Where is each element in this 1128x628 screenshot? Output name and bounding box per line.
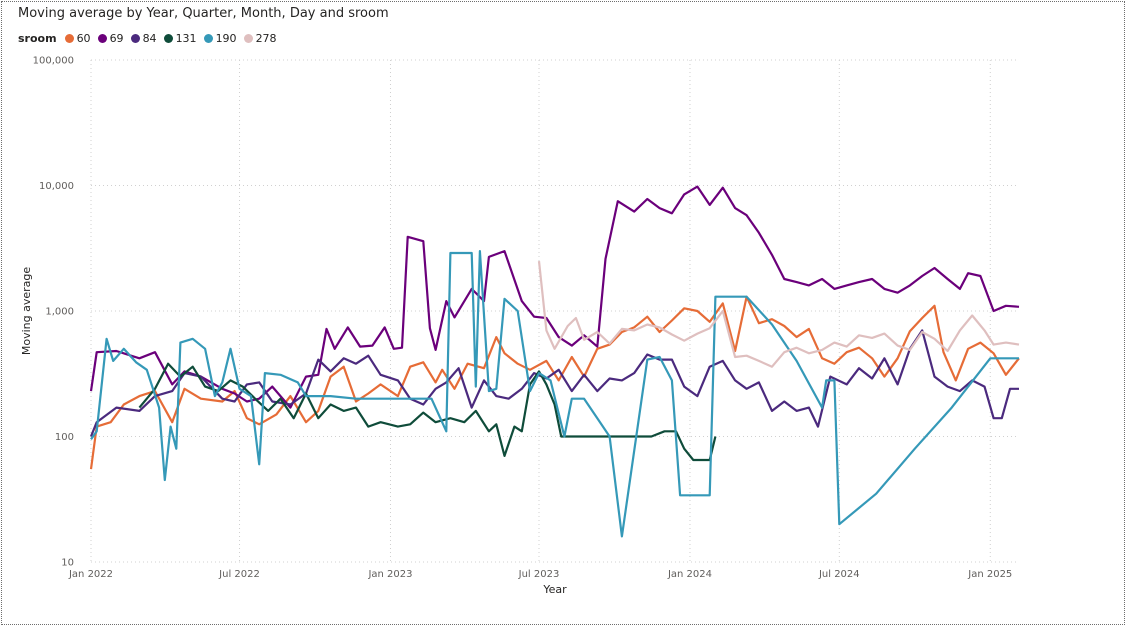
x-tick-label: Jan 2023 xyxy=(367,569,412,580)
legend-item-278[interactable]: 278 xyxy=(243,32,277,45)
series-line-84[interactable] xyxy=(89,329,1019,437)
legend-item-190[interactable]: 190 xyxy=(203,32,237,45)
legend-title: sroom xyxy=(18,32,57,45)
legend-marker-icon xyxy=(203,34,213,43)
series-line-69[interactable] xyxy=(89,185,1020,409)
x-tick-label: Jul 2023 xyxy=(518,569,560,580)
y-tick-label: 1,000 xyxy=(45,307,74,318)
y-tick-label: 10,000 xyxy=(39,181,74,192)
legend-item-69[interactable]: 69 xyxy=(97,32,124,45)
legend-marker-icon xyxy=(97,34,107,43)
x-axis-title: Year xyxy=(542,583,567,596)
chart-title: Moving average by Year, Quarter, Month, … xyxy=(18,6,389,21)
x-axis-ticks: Jan 2022 Jul 2022 Jan 2023 Jul 2023 Jan 2024… xyxy=(68,569,1012,580)
legend-item-84[interactable]: 84 xyxy=(130,32,157,45)
legend-label: 190 xyxy=(215,32,237,45)
legend-label: 131 xyxy=(175,32,197,45)
y-axis-ticks: 10 100 1,000 10,000 100,000 xyxy=(33,56,74,569)
legend-items: 60 69 84 131 190 278 xyxy=(64,32,284,45)
x-tick-label: Jan 2025 xyxy=(967,569,1012,580)
x-tick-label: Jul 2024 xyxy=(818,569,860,580)
y-axis-title: Moving average xyxy=(20,267,33,356)
legend-label: 69 xyxy=(109,32,124,45)
series-line-190[interactable] xyxy=(90,250,1019,538)
series-line-131[interactable] xyxy=(138,362,717,462)
legend-label: 84 xyxy=(142,32,157,45)
series-lines xyxy=(89,185,1020,538)
series-line-60[interactable] xyxy=(89,295,1020,470)
legend-label: 278 xyxy=(255,32,277,45)
x-tick-label: Jul 2022 xyxy=(218,569,260,580)
legend-label: 60 xyxy=(76,32,91,45)
y-tick-label: 100,000 xyxy=(33,56,74,67)
legend-marker-icon xyxy=(64,34,74,43)
legend-marker-icon xyxy=(163,34,173,43)
y-tick-label: 10 xyxy=(61,558,74,569)
legend-item-131[interactable]: 131 xyxy=(163,32,197,45)
y-tick-label: 100 xyxy=(55,432,74,443)
x-tick-label: Jan 2022 xyxy=(68,569,113,580)
gridlines xyxy=(90,59,1019,563)
legend-marker-icon xyxy=(130,34,140,43)
series-line-278[interactable] xyxy=(537,260,1020,368)
legend-item-60[interactable]: 60 xyxy=(64,32,91,45)
legend: sroom 60 69 84 131 190 278 xyxy=(18,32,284,45)
x-tick-label: Jan 2024 xyxy=(667,569,712,580)
legend-marker-icon xyxy=(243,34,253,43)
